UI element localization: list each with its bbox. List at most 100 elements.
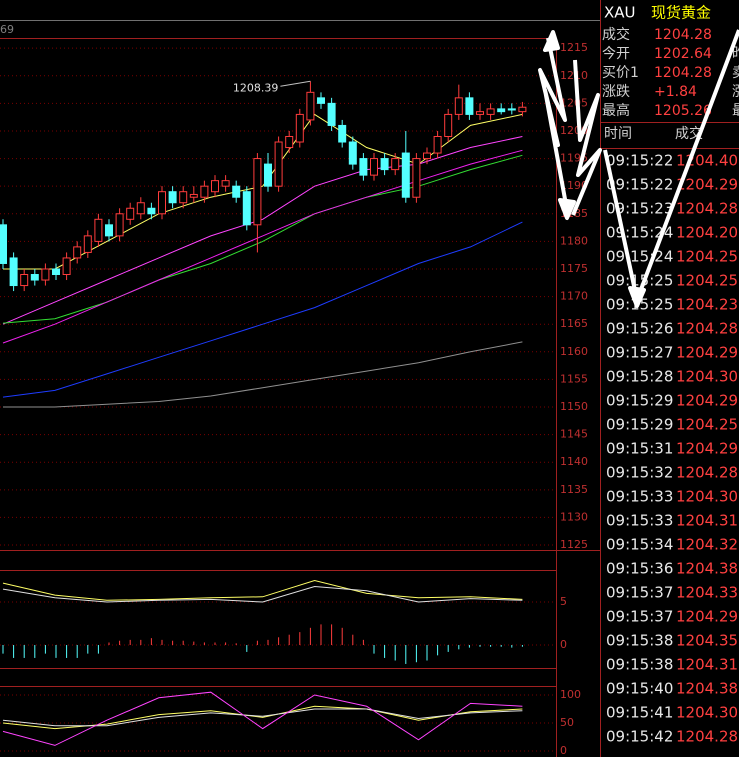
y-tick-label: 5 [560,595,567,608]
moving-average-line [2,136,523,325]
trade-price: 1204.28 [676,320,738,338]
candle-body [94,218,103,242]
trade-time: 09:15:41 [606,704,673,722]
trade-time: 09:15:38 [606,632,673,650]
trade-price: 1204.35 [676,632,738,650]
candle-body [136,202,145,215]
candle-body [359,158,368,176]
quote-label: 成交 [602,26,630,43]
moving-average-line [2,221,523,398]
candle-body [454,97,463,115]
y-tick-label: 1180 [560,234,588,247]
trade-time: 09:15:22 [606,176,673,194]
moving-average-line [2,154,523,324]
quote-value: 1202.64 [654,46,712,62]
trade-time: 09:15:27 [606,344,673,362]
y-tick-label: 0 [560,638,567,651]
candle-body [486,108,495,115]
trade-header: 成交 [675,125,703,142]
candle-body [73,246,82,259]
quote-value: +1.84 [654,84,697,100]
candle-body [401,152,410,198]
candle-body [423,152,431,160]
candle-body [338,124,347,143]
quote-label: 今开 [602,46,630,62]
candle-body [518,106,527,113]
candle-body [285,135,294,149]
moving-average-line [2,149,523,344]
y-tick-label: 1165 [560,317,588,330]
candle-body [9,257,18,287]
trade-price: 1204.30 [676,704,738,722]
candle-body [391,158,400,171]
candle-body [147,207,156,215]
quote-label: 涨跌 [602,84,630,100]
candle-body [179,191,188,204]
trade-time: 09:15:34 [606,536,673,554]
candle-body [83,235,92,253]
trade-time: 09:15:29 [606,392,673,410]
candle-body [412,158,421,198]
trade-time: 09:15:42 [606,728,673,746]
candle-body [168,191,177,204]
candle-body [41,268,50,281]
candle-body [221,180,230,187]
candle-body [497,108,506,113]
candle-body [317,97,325,104]
y-tick-label: 1205 [560,96,588,109]
trade-price: 1204.28 [676,464,738,482]
trade-time: 09:15:22 [606,152,673,170]
trade-time: 09:15:37 [606,584,673,602]
candle-body [105,224,113,237]
trade-price: 1204.38 [676,680,738,698]
candle-body [211,180,219,193]
trade-price: 1204.31 [676,512,738,530]
quote-value: 1205.26 [654,103,712,119]
trade-time: 09:15:38 [606,656,673,674]
annotation-arrows [538,29,739,308]
quote-label-cut: 卖 [732,65,739,81]
trade-price: 1204.29 [676,440,738,458]
candle-body [507,108,516,111]
kdj-line [2,691,523,746]
candle-body [242,191,251,226]
symbol: XAU [604,4,636,22]
y-tick-label: 1160 [560,345,588,358]
trade-price: 1204.23 [676,296,738,314]
y-tick-label: 1190 [560,179,588,192]
high-pointer [280,80,311,87]
quote-label-cut: 昨 [732,46,739,62]
candle-body [348,141,357,165]
candle-body [253,158,262,226]
y-tick-label: 1170 [560,290,588,303]
trade-time: 09:15:40 [606,680,673,698]
candle-body [306,91,315,121]
trade-price: 1204.20 [676,224,738,242]
kdj-line [2,708,523,727]
y-tick-label: 1130 [560,510,588,523]
arrow-stroke [571,59,602,216]
macd-line [2,579,523,601]
trade-time: 09:15:29 [606,416,673,434]
candle-body [465,97,474,115]
quote-label: 买价1 [602,65,639,81]
arrow-head [558,198,576,220]
macd-line [2,585,523,603]
trade-price: 1204.29 [676,608,738,626]
y-tick-label: 50 [560,716,574,729]
y-tick-label: 1125 [560,538,588,551]
candle-body [62,257,71,276]
candle-body [476,111,484,115]
candle-body [200,185,209,198]
trade-time: 09:15:28 [606,368,673,386]
y-tick-label: 1215 [560,41,588,54]
y-tick-label: 1155 [560,372,588,385]
trade-price: 1204.29 [676,344,738,362]
trade-price: 1204.25 [676,248,738,266]
instrument-name: 现货黄金 [651,4,711,22]
arrow-stroke [538,37,569,211]
candle-body [158,191,166,215]
trade-time: 09:15:31 [606,440,673,458]
y-tick-label: 100 [560,688,581,701]
